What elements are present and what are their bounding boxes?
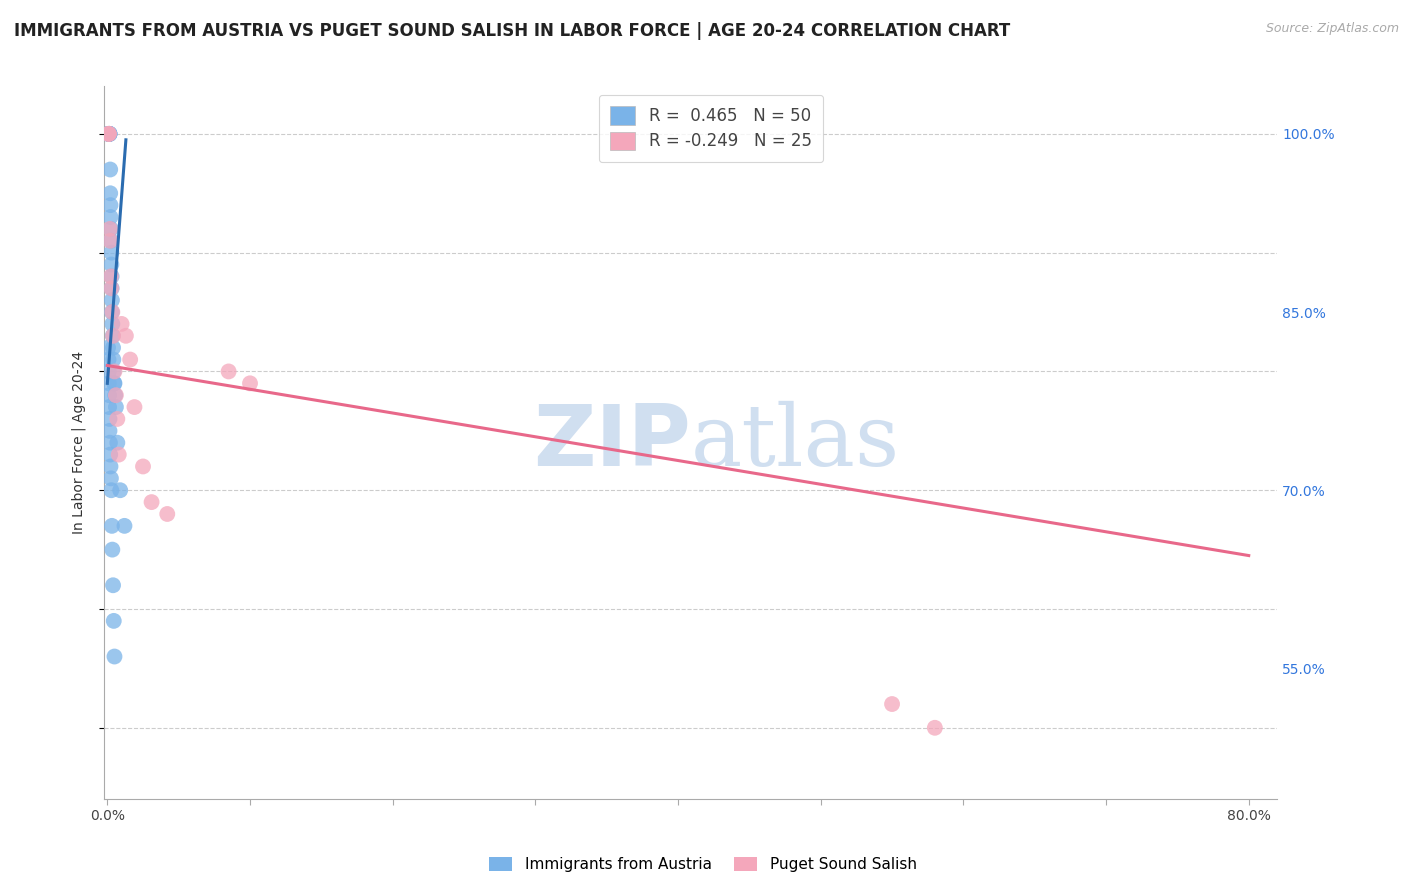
Point	[115, 328, 138, 343]
Point	[98, 435, 121, 450]
Point	[97, 376, 120, 391]
Point	[114, 519, 136, 533]
Point	[98, 222, 121, 236]
Point	[98, 412, 121, 426]
Point	[156, 507, 179, 521]
Point	[100, 269, 122, 284]
Point	[101, 328, 124, 343]
Point	[103, 364, 125, 378]
Point	[100, 281, 122, 295]
Point	[103, 352, 125, 367]
Point	[98, 127, 121, 141]
Point	[100, 258, 122, 272]
Point	[103, 364, 125, 378]
Point	[98, 127, 121, 141]
Point	[97, 341, 120, 355]
Point	[101, 305, 124, 319]
Point	[101, 578, 124, 592]
Text: atlas: atlas	[690, 401, 900, 484]
Point	[98, 127, 121, 141]
Point	[218, 364, 240, 378]
Point	[105, 435, 128, 450]
Point	[100, 245, 122, 260]
Point	[108, 483, 131, 498]
Point	[110, 317, 132, 331]
Point	[98, 162, 121, 177]
Point	[97, 127, 120, 141]
Point	[100, 222, 122, 236]
Y-axis label: In Labor Force | Age 20-24: In Labor Force | Age 20-24	[72, 351, 86, 534]
Point	[120, 352, 142, 367]
Text: Source: ZipAtlas.com: Source: ZipAtlas.com	[1265, 22, 1399, 36]
Text: ZIP: ZIP	[533, 401, 690, 484]
Point	[97, 127, 120, 141]
Point	[98, 127, 121, 141]
Point	[105, 412, 128, 426]
Point	[101, 328, 124, 343]
Point	[97, 352, 120, 367]
Point	[103, 376, 125, 391]
Point	[101, 305, 124, 319]
Point	[98, 186, 121, 201]
Point	[98, 234, 121, 248]
Point	[100, 269, 122, 284]
Point	[100, 198, 122, 212]
Point	[107, 448, 129, 462]
Point	[97, 127, 120, 141]
Point	[104, 400, 127, 414]
Point	[101, 542, 124, 557]
Point	[97, 127, 120, 141]
Point	[98, 448, 121, 462]
Point	[103, 614, 125, 628]
Point	[100, 471, 122, 485]
Legend: R =  0.465   N = 50, R = -0.249   N = 25: R = 0.465 N = 50, R = -0.249 N = 25	[599, 95, 824, 162]
Point	[924, 721, 946, 735]
Point	[97, 364, 120, 378]
Legend: Immigrants from Austria, Puget Sound Salish: Immigrants from Austria, Puget Sound Sal…	[482, 849, 924, 880]
Point	[100, 459, 122, 474]
Point	[103, 649, 125, 664]
Point	[98, 400, 121, 414]
Point	[101, 317, 124, 331]
Point	[101, 519, 124, 533]
Point	[98, 424, 121, 438]
Point	[98, 127, 121, 141]
Point	[98, 127, 121, 141]
Point	[132, 459, 155, 474]
Point	[101, 293, 124, 308]
Point	[880, 697, 903, 711]
Point	[101, 341, 124, 355]
Point	[103, 376, 125, 391]
Point	[98, 127, 121, 141]
Point	[100, 234, 122, 248]
Point	[97, 127, 120, 141]
Point	[239, 376, 262, 391]
Point	[104, 388, 127, 402]
Point	[104, 388, 127, 402]
Point	[124, 400, 146, 414]
Point	[100, 281, 122, 295]
Text: IMMIGRANTS FROM AUSTRIA VS PUGET SOUND SALISH IN LABOR FORCE | AGE 20-24 CORRELA: IMMIGRANTS FROM AUSTRIA VS PUGET SOUND S…	[14, 22, 1011, 40]
Point	[141, 495, 163, 509]
Point	[100, 210, 122, 224]
Point	[98, 388, 121, 402]
Point	[100, 483, 122, 498]
